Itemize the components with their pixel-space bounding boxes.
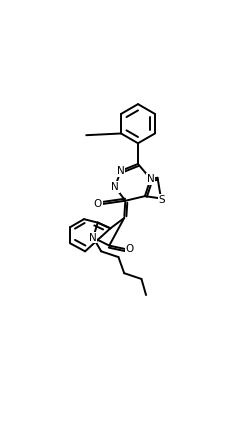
Text: O: O: [125, 244, 133, 254]
Text: O: O: [93, 199, 101, 209]
Text: N: N: [111, 182, 118, 192]
Text: S: S: [158, 194, 165, 204]
Text: N: N: [146, 174, 154, 184]
Text: N: N: [88, 232, 96, 242]
Text: N: N: [116, 166, 124, 176]
